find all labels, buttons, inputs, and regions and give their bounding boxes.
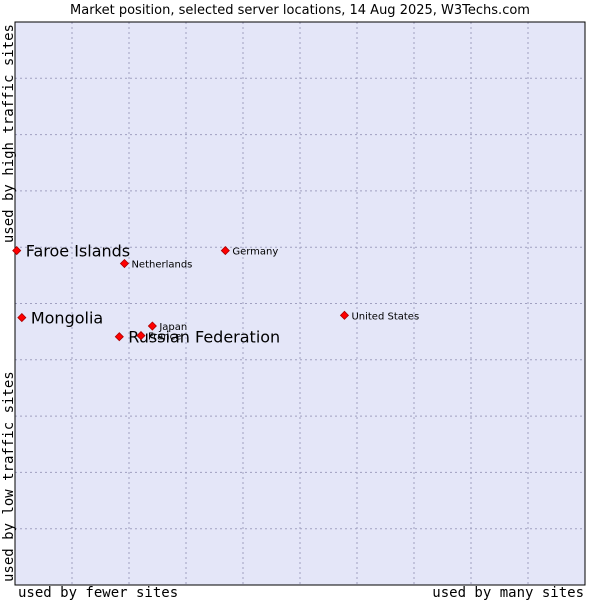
point-marker xyxy=(136,331,146,341)
point-label: Faroe Islands xyxy=(26,242,130,261)
point-marker xyxy=(220,246,230,256)
point-france: France xyxy=(136,331,181,343)
point-germany: Germany xyxy=(220,246,278,258)
point-mongolia: Mongolia xyxy=(17,309,103,328)
point-label: Netherlands xyxy=(131,260,192,271)
point-marker xyxy=(12,246,22,256)
point-label: France xyxy=(148,332,181,343)
point-marker xyxy=(147,321,157,331)
point-japan: Japan xyxy=(147,321,187,333)
y-axis-label-bottom: used by low traffic sites xyxy=(1,371,17,582)
point-label: Germany xyxy=(232,247,278,258)
y-axis-label-top: used by high traffic sites xyxy=(1,24,17,243)
point-label: Japan xyxy=(158,322,187,333)
point-label: Mongolia xyxy=(31,309,103,328)
point-label: Russian Federation xyxy=(128,328,280,347)
point-marker xyxy=(114,332,124,342)
point-netherlands: Netherlands xyxy=(119,258,192,271)
grid xyxy=(15,22,585,585)
x-axis-label-right: used by many sites xyxy=(432,585,584,600)
chart-title: Market position, selected server locatio… xyxy=(70,3,530,18)
x-axis-label-left: used by fewer sites xyxy=(18,585,178,600)
point-faroe-islands: Faroe Islands xyxy=(12,242,130,261)
point-russian-federation: Russian Federation xyxy=(114,328,280,347)
point-marker xyxy=(17,313,27,323)
plot-border xyxy=(14,21,586,586)
point-united-states: United States xyxy=(339,310,419,322)
point-marker xyxy=(119,258,130,269)
data-points: Faroe Islands Mongolia Russian FederationF… xyxy=(12,242,419,347)
point-label: United States xyxy=(351,311,419,322)
point-marker xyxy=(339,310,350,320)
